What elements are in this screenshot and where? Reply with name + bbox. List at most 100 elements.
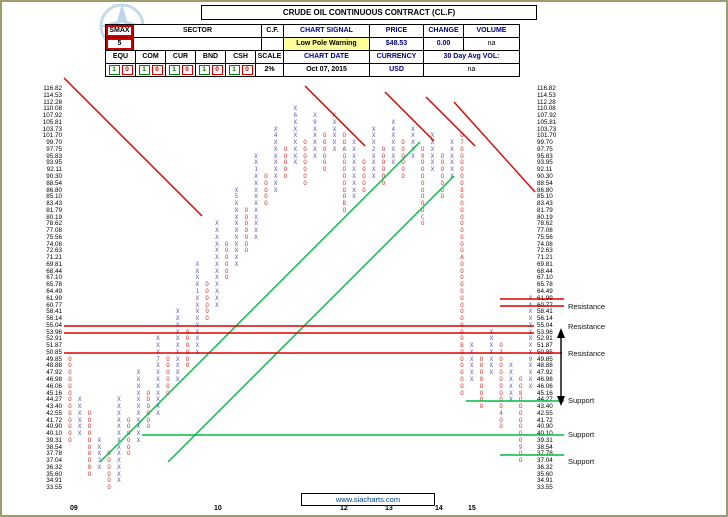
pf-mark: X	[117, 463, 121, 471]
price-axis-label: 46.98	[46, 375, 62, 383]
resistance-label: Resistance	[568, 321, 606, 331]
pf-mark: 8	[518, 389, 523, 397]
price-axis-label: 43.40	[537, 403, 553, 411]
year-axis-label: 14	[435, 505, 443, 512]
pf-mark: X	[411, 152, 415, 160]
price-axis-label: 67.10	[537, 274, 553, 282]
pf-mark: O	[479, 375, 484, 383]
siacharts-link[interactable]: www.siacharts.com	[301, 493, 435, 506]
pf-mark: O	[68, 436, 72, 444]
price-axis-label: 90.30	[46, 172, 62, 180]
price-axis-label: 38.54	[537, 443, 553, 451]
pf-mark: O	[460, 301, 464, 309]
price-axis-label: 45.16	[537, 389, 553, 397]
support-label: Support	[568, 396, 595, 406]
cur-on-bit: 1	[168, 65, 180, 75]
smax-header: SMAX	[106, 25, 134, 38]
pf-mark: O	[460, 213, 464, 221]
pf-mark: X	[489, 355, 494, 363]
price-axis-label: 39.31	[46, 436, 62, 444]
pf-mark: O	[68, 416, 72, 424]
price-axis-label: 93.95	[46, 159, 62, 167]
currency-header: CURRENCY	[370, 51, 424, 64]
pf-mark: X	[313, 152, 317, 160]
price-axis-label: 97.75	[537, 145, 553, 153]
pf-mark: A	[528, 301, 533, 309]
pf-mark: O	[499, 416, 503, 424]
price-axis-label: 75.56	[46, 233, 62, 241]
pf-mark: X	[293, 125, 298, 133]
pf-mark: O	[460, 389, 464, 397]
sector-header: SECTOR	[134, 25, 262, 38]
bnd-on-bit: 1	[198, 65, 210, 75]
pf-mark: O	[362, 186, 366, 194]
pf-mark: O	[322, 166, 327, 174]
pf-mark: X	[528, 375, 533, 383]
pf-mark: A	[460, 254, 464, 262]
pf-mark: O	[518, 409, 523, 417]
price-axis-label: 81.79	[537, 206, 553, 214]
price-axis-label: 47.92	[537, 369, 553, 377]
price-axis-label: 86.80	[46, 186, 62, 194]
price-axis-label: 103.73	[42, 125, 62, 133]
pf-mark: O	[460, 227, 464, 235]
csh-off-bit: 0	[241, 65, 253, 75]
chart-date-header: CHART DATE	[284, 51, 370, 64]
year-axis-label: 15	[468, 505, 476, 512]
price-axis-label: 56.14	[537, 315, 553, 323]
pf-mark: X	[352, 193, 356, 201]
scale-header: SCALE	[256, 51, 284, 64]
pf-mark: O	[440, 166, 445, 174]
pf-mark: O	[499, 362, 503, 370]
price-axis-label: 112.28	[537, 98, 556, 106]
price-axis-label: 37.78	[537, 450, 553, 458]
pf-mark: O	[460, 281, 464, 289]
price-axis-label: 46.06	[537, 382, 553, 390]
pf-mark: X	[509, 382, 513, 390]
price-axis-label: 46.98	[537, 375, 553, 383]
price-axis-label: 64.49	[537, 288, 553, 295]
pf-mark: O	[479, 382, 484, 390]
pf-mark: B	[460, 342, 464, 350]
equ-on-bit: 1	[108, 65, 120, 75]
pf-mark: 6	[293, 112, 298, 120]
pf-mark: O	[479, 362, 484, 370]
price-axis-label: 53.96	[46, 328, 62, 336]
price-axis-label: 42.55	[537, 409, 553, 417]
pf-mark: X	[430, 166, 435, 174]
price-axis-label: 65.78	[537, 281, 553, 289]
resistance-label: Resistance	[568, 301, 606, 311]
pf-mark: O	[499, 375, 503, 383]
pf-mark: X	[450, 145, 454, 153]
pf-mark: O	[87, 409, 92, 417]
price-axis-label: 72.63	[46, 247, 62, 255]
pf-mark: X	[97, 436, 102, 444]
pf-mark: O	[460, 240, 464, 248]
price-axis-label: 86.80	[537, 186, 553, 194]
pf-mark: O	[440, 193, 445, 201]
price-axis-label: 41.72	[537, 416, 553, 424]
summary-table-top: SMAX SECTOR C.F. CHART SIGNAL PRICE CHAN…	[105, 24, 520, 51]
price-axis-label: 77.08	[537, 227, 553, 235]
price-axis-label: 80.19	[46, 213, 62, 221]
pf-mark: O	[499, 423, 503, 431]
price-axis-label: 99.70	[46, 139, 62, 147]
pf-mark: O	[460, 328, 464, 336]
price-axis-label: 92.11	[46, 166, 62, 174]
price-axis-label: 105.81	[42, 118, 62, 126]
pf-mark: X	[234, 260, 239, 268]
price-axis-label: 85.10	[537, 193, 553, 201]
